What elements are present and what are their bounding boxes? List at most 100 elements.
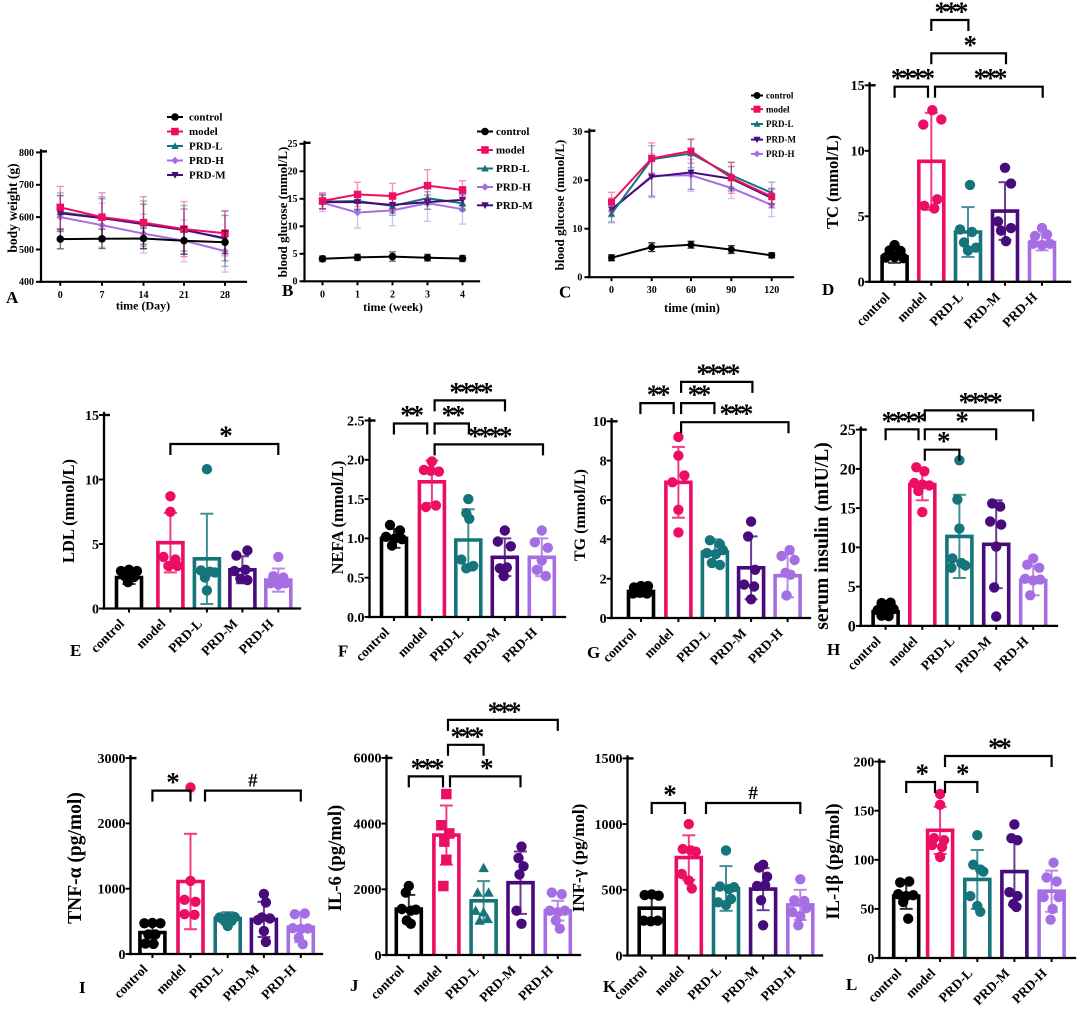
svg-text:TC (mmol/L): TC (mmol/L)	[823, 135, 842, 229]
svg-text:J: J	[350, 976, 359, 995]
svg-text:IL-1β (pg/mol): IL-1β (pg/mol)	[824, 803, 844, 919]
svg-text:2.5: 2.5	[347, 414, 365, 429]
svg-text:3: 3	[425, 289, 430, 300]
svg-text:PRD-L: PRD-L	[189, 141, 223, 153]
svg-text:2000: 2000	[98, 817, 126, 832]
svg-text:PRD-M: PRD-M	[766, 135, 796, 145]
svg-text:10: 10	[85, 473, 99, 488]
svg-text:60: 60	[686, 285, 696, 296]
svg-text:10: 10	[572, 224, 582, 235]
svg-text:serum insulin (mIU/L): serum insulin (mIU/L)	[812, 442, 833, 629]
svg-text:K: K	[603, 977, 617, 996]
svg-text:0: 0	[375, 949, 382, 964]
svg-text:10: 10	[840, 540, 856, 557]
svg-text:150: 150	[853, 805, 874, 820]
svg-text:***: ***	[934, 0, 967, 27]
svg-text:model: model	[496, 145, 525, 157]
svg-text:120: 120	[764, 285, 779, 296]
svg-text:14: 14	[139, 290, 149, 301]
svg-text:1: 1	[355, 289, 360, 300]
svg-text:I: I	[79, 978, 86, 997]
svg-text:500: 500	[19, 245, 34, 256]
svg-text:control: control	[189, 112, 222, 124]
svg-text:0: 0	[92, 602, 99, 617]
svg-text:0: 0	[858, 276, 865, 291]
svg-text:PRD-M: PRD-M	[189, 170, 226, 182]
svg-text:15: 15	[851, 79, 865, 94]
svg-text:****: ****	[891, 63, 935, 93]
svg-text:10: 10	[593, 415, 607, 430]
svg-text:blood glucose (mmol/L): blood glucose (mmol/L)	[552, 140, 567, 271]
svg-text:C: C	[559, 283, 571, 302]
svg-text:TG (mmol/L): TG (mmol/L)	[572, 469, 589, 561]
svg-text:200: 200	[853, 755, 874, 770]
svg-text:25: 25	[840, 422, 856, 439]
svg-text:8: 8	[600, 454, 607, 469]
svg-text:model: model	[189, 126, 218, 138]
svg-text:PRD-M: PRD-M	[496, 200, 533, 212]
svg-text:***: ***	[450, 721, 483, 751]
svg-text:4: 4	[460, 289, 465, 300]
svg-text:F: F	[338, 642, 348, 661]
svg-text:100: 100	[853, 854, 874, 869]
svg-text:2.0: 2.0	[347, 454, 365, 469]
svg-text:**: **	[988, 733, 1011, 763]
svg-text:body weight (g): body weight (g)	[5, 163, 20, 252]
svg-text:4000: 4000	[354, 817, 382, 832]
svg-text:50: 50	[860, 903, 874, 918]
svg-text:25: 25	[288, 139, 298, 150]
svg-text:0: 0	[609, 285, 614, 296]
svg-text:***: ***	[488, 696, 521, 726]
svg-text:**: **	[442, 400, 465, 430]
svg-text:***: ***	[411, 753, 444, 783]
svg-text:#: #	[248, 771, 258, 792]
svg-text:**: **	[688, 380, 711, 410]
svg-text:TNF-α (pg/mol): TNF-α (pg/mol)	[65, 792, 86, 924]
svg-text:400: 400	[19, 277, 34, 288]
svg-text:model: model	[766, 104, 790, 114]
svg-text:15: 15	[840, 501, 856, 518]
svg-text:time (Day): time (Day)	[116, 299, 170, 313]
svg-text:0: 0	[58, 290, 63, 301]
svg-text:800: 800	[19, 148, 34, 159]
svg-text:6: 6	[600, 494, 607, 509]
svg-text:5: 5	[92, 538, 99, 553]
svg-text:control: control	[766, 91, 794, 101]
svg-text:B: B	[282, 281, 293, 300]
svg-text:21: 21	[179, 290, 189, 301]
svg-text:H: H	[827, 640, 840, 659]
svg-text:****: ****	[449, 377, 493, 407]
svg-text:PRD-H: PRD-H	[189, 155, 224, 167]
svg-text:10: 10	[288, 222, 298, 233]
svg-text:1000: 1000	[98, 883, 126, 898]
svg-text:PRD-H: PRD-H	[496, 182, 531, 194]
svg-text:0: 0	[577, 273, 582, 284]
svg-text:PRD-H: PRD-H	[766, 149, 795, 159]
svg-text:15: 15	[288, 194, 298, 205]
svg-text:****: ****	[468, 421, 512, 451]
svg-text:PRD-L: PRD-L	[496, 163, 530, 175]
svg-text:****: ****	[882, 406, 926, 436]
svg-text:0: 0	[867, 952, 874, 967]
svg-text:***: ***	[974, 63, 1007, 93]
svg-text:1.0: 1.0	[347, 532, 365, 547]
svg-text:0: 0	[320, 289, 325, 300]
svg-text:20: 20	[572, 176, 582, 187]
svg-text:0: 0	[848, 618, 856, 635]
svg-text:PRD-L: PRD-L	[766, 119, 794, 129]
svg-text:****: ****	[959, 387, 1003, 417]
svg-text:0: 0	[119, 948, 126, 963]
svg-text:time (min): time (min)	[664, 301, 720, 315]
svg-text:blood glucose (mmol/L): blood glucose (mmol/L)	[275, 147, 290, 278]
svg-text:**: **	[647, 380, 670, 410]
svg-text:500: 500	[602, 884, 623, 899]
svg-text:A: A	[6, 288, 19, 307]
svg-text:5: 5	[848, 579, 856, 596]
svg-text:5: 5	[858, 210, 865, 225]
svg-text:90: 90	[726, 285, 736, 296]
svg-text:G: G	[587, 643, 600, 662]
svg-text:INF-γ (pg/mol): INF-γ (pg/mol)	[569, 804, 588, 913]
svg-text:30: 30	[647, 285, 657, 296]
svg-text:1.5: 1.5	[347, 493, 365, 508]
svg-text:D: D	[822, 280, 834, 299]
